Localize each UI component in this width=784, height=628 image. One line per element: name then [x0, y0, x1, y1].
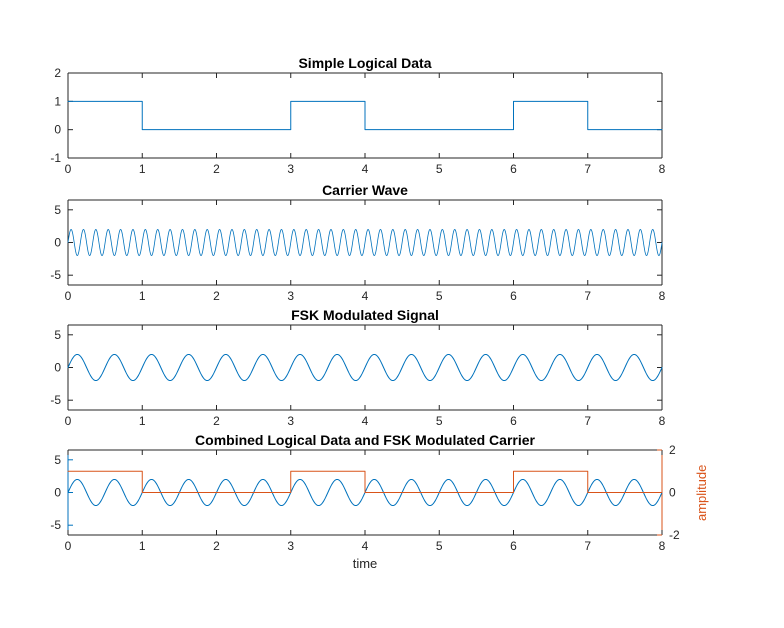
y-tick-label-left: 5	[54, 328, 61, 342]
right-y-axis-label-amplitude: amplitude	[694, 464, 709, 521]
y-tick-label-left: -5	[50, 268, 61, 282]
y-tick-label-right: 2	[669, 443, 676, 457]
x-tick-label: 5	[436, 414, 443, 428]
x-tick-label: 4	[362, 539, 369, 553]
axes-group: 0 1 2 3 4 5 6 7 8 5 0 -5 2 0 -2	[50, 443, 680, 553]
y-tick-label-left: -5	[50, 393, 61, 407]
plot-canvas-carrier-wave: 0 1 2 3 4 5 6 7 8 5 0 -5	[50, 199, 666, 303]
x-tick-label: 1	[139, 414, 146, 428]
x-tick-label: 7	[584, 539, 591, 553]
x-tick-label: 3	[287, 414, 294, 428]
series-carrier	[67, 229, 663, 256]
y-tick-label-left: 5	[54, 203, 61, 217]
y-tick-label-left: 1	[54, 94, 61, 108]
plot-canvas-fsk-modulated-signal: 0 1 2 3 4 5 6 7 8 5 0 -5	[50, 324, 666, 428]
x-tick-label: 4	[362, 289, 369, 303]
x-tick-label: 7	[584, 414, 591, 428]
plot-title-simple-logical-data: Simple Logical Data	[298, 55, 432, 71]
x-tick-label: 4	[362, 414, 369, 428]
y-tick-label-right: -2	[669, 528, 680, 542]
x-tick-label: 6	[510, 289, 517, 303]
x-tick-label: 3	[287, 162, 294, 176]
x-tick-label: 7	[584, 162, 591, 176]
x-tick-label: 8	[659, 414, 666, 428]
x-axis-label-time: time	[352, 556, 378, 571]
plot-canvas-combined: 0 1 2 3 4 5 6 7 8 5 0 -5 2 0 -2	[50, 443, 680, 553]
x-tick-label: 7	[584, 289, 591, 303]
y-tick-label-left: 0	[54, 236, 61, 250]
axes-group: 0 1 2 3 4 5 6 7 8 2 1 0 -1	[50, 66, 665, 176]
x-tick-label: 4	[362, 162, 369, 176]
x-tick-label: 5	[436, 162, 443, 176]
y-tick-label-left: 0	[54, 361, 61, 375]
x-tick-label: 2	[213, 162, 220, 176]
x-tick-label: 2	[213, 539, 220, 553]
y-tick-label-left: 5	[54, 453, 61, 467]
y-tick-label-left: -1	[50, 151, 61, 165]
x-tick-label: 5	[436, 289, 443, 303]
axes-group: 0 1 2 3 4 5 6 7 8 5 0 -5	[50, 199, 666, 303]
axes-group: 0 1 2 3 4 5 6 7 8 5 0 -5	[50, 324, 666, 428]
x-tick-label: 3	[287, 289, 294, 303]
series-fsk-signal	[67, 478, 663, 507]
plot-title-fsk-modulated-signal: FSK Modulated Signal	[291, 307, 439, 323]
plot-canvas-simple-logical-data: 0 1 2 3 4 5 6 7 8 2 1 0 -1	[50, 66, 665, 176]
x-tick-label: 0	[65, 539, 72, 553]
x-tick-label: 8	[659, 162, 666, 176]
y-tick-label-right: 0	[669, 486, 676, 500]
x-tick-label: 2	[213, 414, 220, 428]
y-tick-label-left: 2	[54, 66, 61, 80]
x-tick-label: 5	[436, 539, 443, 553]
x-tick-label: 6	[510, 414, 517, 428]
x-tick-label: 1	[139, 539, 146, 553]
y-tick-label-left: -5	[50, 518, 61, 532]
x-tick-label: 2	[213, 289, 220, 303]
x-tick-label: 3	[287, 539, 294, 553]
x-tick-label: 8	[659, 289, 666, 303]
series-logical-data	[67, 100, 663, 131]
x-tick-label: 8	[659, 539, 666, 553]
plot-title-carrier-wave: Carrier Wave	[322, 182, 408, 198]
x-tick-label: 0	[65, 162, 72, 176]
y-tick-label-left: 0	[54, 123, 61, 137]
series-fsk-signal	[67, 353, 663, 382]
x-tick-label: 6	[510, 539, 517, 553]
x-tick-label: 0	[65, 414, 72, 428]
y-tick-label-left: 0	[54, 486, 61, 500]
x-tick-label: 0	[65, 289, 72, 303]
plot-title-combined: Combined Logical Data and FSK Modulated …	[195, 432, 535, 448]
x-tick-label: 1	[139, 162, 146, 176]
x-tick-label: 6	[510, 162, 517, 176]
series-logical-data	[67, 470, 663, 493]
x-tick-label: 1	[139, 289, 146, 303]
